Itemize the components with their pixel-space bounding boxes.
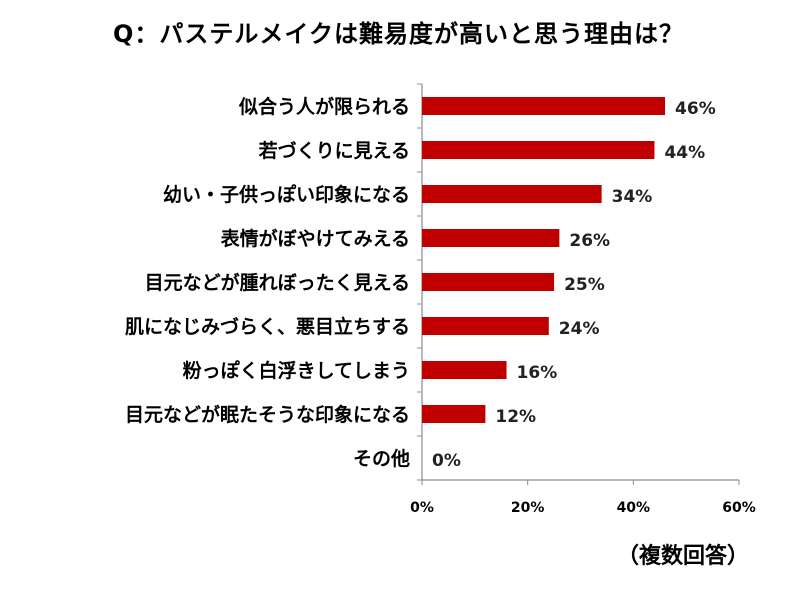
bar xyxy=(422,405,486,423)
category-label: その他 xyxy=(353,447,410,470)
category-label: 似合う人が限られる xyxy=(238,95,410,118)
x-tick-label: 20% xyxy=(511,500,545,516)
data-label: 12% xyxy=(495,407,536,427)
bar xyxy=(422,97,666,115)
bar xyxy=(422,361,507,379)
bar xyxy=(422,185,602,203)
bars xyxy=(422,97,666,423)
bar xyxy=(422,273,555,291)
multiple-answer-note: （複数回答） xyxy=(616,544,749,569)
category-label: 幼い・子供っぽい印象になる xyxy=(163,183,410,206)
category-label: 粉っぽく白浮きしてしまう xyxy=(183,359,410,382)
bar xyxy=(422,317,549,335)
category-label: 若づくりに見える xyxy=(259,139,410,162)
data-labels: 46% 44% 34% 26% 25% 24% 16% 12% 0% xyxy=(432,99,716,471)
bar xyxy=(422,229,560,247)
x-tick-label: 0% xyxy=(410,500,434,516)
bar xyxy=(422,141,655,159)
category-labels: 似合う人が限られる若づくりに見える幼い・子供っぽい印象になる表情がぼやけてみえる… xyxy=(125,95,410,470)
category-label: 目元などが腫れぼったく見える xyxy=(145,271,410,294)
data-label: 44% xyxy=(664,143,705,163)
data-label: 16% xyxy=(517,363,558,383)
data-label: 25% xyxy=(564,275,605,295)
chart-title: Q：パステルメイクは難易度が高いと思う理由は？ xyxy=(113,20,684,48)
data-label: 24% xyxy=(559,319,600,339)
category-label: 肌になじみづらく、悪目立ちする xyxy=(125,315,410,338)
data-label: 46% xyxy=(675,99,716,119)
data-label: 0% xyxy=(432,451,461,471)
data-label: 34% xyxy=(612,187,653,207)
data-label: 26% xyxy=(569,231,610,251)
x-tick-label: 60% xyxy=(722,500,756,516)
x-tick-labels: 0% 20% 40% 60% xyxy=(410,500,756,516)
x-tick-label: 40% xyxy=(617,500,651,516)
category-label: 目元などが眠たそうな印象になる xyxy=(125,403,410,426)
category-label: 表情がぼやけてみえる xyxy=(221,227,410,250)
